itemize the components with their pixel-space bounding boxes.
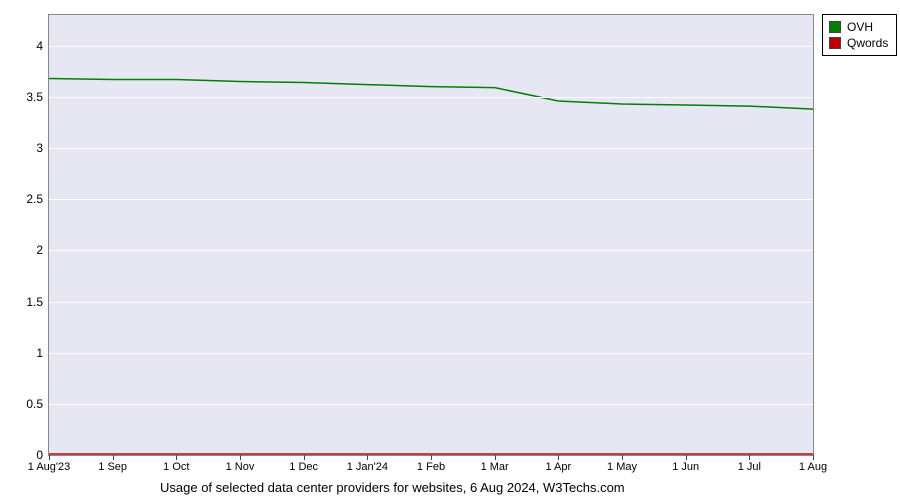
ytick-label: 3.5 xyxy=(26,90,49,104)
xtick-label: 1 Aug xyxy=(799,455,827,473)
legend-label: Qwords xyxy=(847,35,888,51)
xtick-label: 1 Sep xyxy=(98,455,127,473)
xtick-label: 1 Mar xyxy=(481,455,509,473)
caption-text: Usage of selected data center providers … xyxy=(160,480,625,495)
ytick-label: 1.5 xyxy=(26,295,49,309)
legend-label: OVH xyxy=(847,19,873,35)
chart-container: { "chart": { "type": "line", "plot": { "… xyxy=(0,0,900,500)
xtick-label: 1 Feb xyxy=(417,455,445,473)
gridline xyxy=(49,46,813,47)
legend-item: OVH xyxy=(829,19,888,35)
ytick-label: 0.5 xyxy=(26,397,49,411)
legend: OVHQwords xyxy=(822,14,897,56)
ytick-label: 1 xyxy=(36,346,49,360)
xtick-label: 1 Aug'23 xyxy=(28,455,70,473)
xtick-label: 1 Dec xyxy=(289,455,318,473)
ytick-label: 2.5 xyxy=(26,192,49,206)
legend-item: Qwords xyxy=(829,35,888,51)
series-line xyxy=(49,78,813,109)
xtick-label: 1 Jun xyxy=(672,455,699,473)
xtick-label: 1 Jan'24 xyxy=(347,455,388,473)
legend-swatch xyxy=(829,37,841,49)
ytick-label: 2 xyxy=(36,243,49,257)
gridline xyxy=(49,404,813,405)
xtick-label: 1 Apr xyxy=(545,455,571,473)
xtick-label: 1 Nov xyxy=(226,455,255,473)
gridline xyxy=(49,353,813,354)
gridline xyxy=(49,250,813,251)
gridline xyxy=(49,302,813,303)
xtick-label: 1 Jul xyxy=(738,455,761,473)
xtick-label: 1 May xyxy=(607,455,637,473)
gridline xyxy=(49,199,813,200)
xtick-label: 1 Oct xyxy=(163,455,189,473)
gridline xyxy=(49,148,813,149)
ytick-label: 3 xyxy=(36,141,49,155)
gridline xyxy=(49,97,813,98)
ytick-label: 4 xyxy=(36,39,49,53)
plot-area: 00.511.522.533.541 Aug'231 Sep1 Oct1 Nov… xyxy=(48,14,814,456)
legend-swatch xyxy=(829,21,841,33)
line-series-layer xyxy=(49,15,813,455)
